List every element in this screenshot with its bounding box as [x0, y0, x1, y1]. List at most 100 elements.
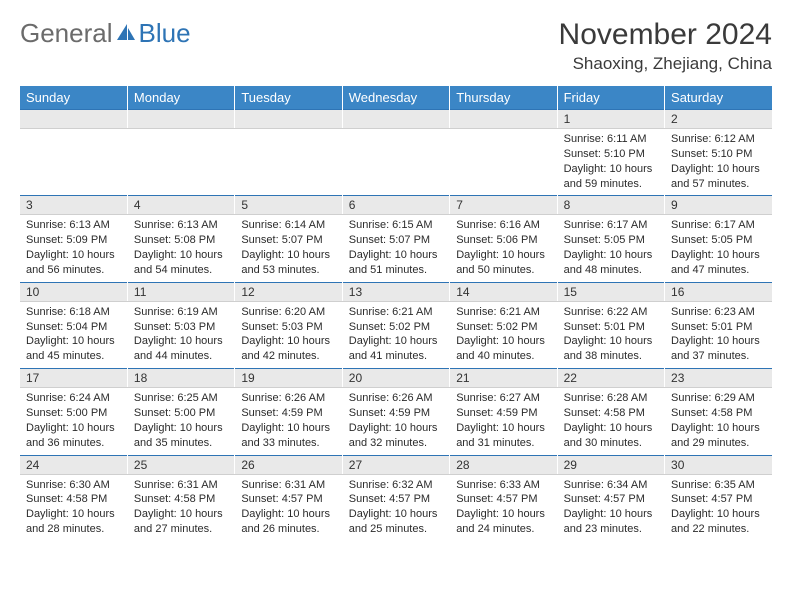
sunset-line: Sunset: 5:03 PM: [241, 320, 335, 335]
daylight-line: Daylight: 10 hours and 38 minutes.: [564, 334, 658, 364]
day-content-cell: Sunrise: 6:32 AMSunset: 4:57 PMDaylight:…: [342, 474, 449, 541]
day-content-row: Sunrise: 6:24 AMSunset: 5:00 PMDaylight:…: [20, 388, 772, 455]
sunrise-line: Sunrise: 6:17 AM: [564, 218, 658, 233]
sunrise-line: Sunrise: 6:19 AM: [134, 305, 228, 320]
weekday-header: Sunday: [20, 86, 127, 110]
day-number-cell: 9: [665, 196, 772, 215]
sunrise-line: Sunrise: 6:25 AM: [134, 391, 228, 406]
day-content-row: Sunrise: 6:13 AM Sunset: 5:09 PM Daylight:…: [20, 215, 772, 282]
daylight-line: Daylight: 10 hours and 44 minutes.: [134, 334, 228, 364]
calendar-head: SundayMondayTuesdayWednesdayThursdayFrid…: [20, 86, 772, 110]
day-content-cell: Sunrise: 6:13 AMSunset: 5:08 PMDaylight:…: [127, 215, 234, 282]
day-content-cell: Sunrise: 6:24 AMSunset: 5:00 PMDaylight:…: [20, 388, 127, 455]
sunrise-line: Sunrise: 6:29 AM: [671, 391, 766, 406]
daylight-line: Daylight: 10 hours and 59 minutes.: [564, 162, 658, 192]
sunrise-line: Sunrise: 6:35 AM: [671, 478, 766, 493]
sunset-line: Sunset: 4:58 PM: [671, 406, 766, 421]
sunrise-line: Sunrise: 6:14 AM: [241, 218, 335, 233]
sunset-line: Sunset: 5:02 PM: [349, 320, 443, 335]
daylight-line: Daylight: 10 hours and 53 minutes.: [241, 248, 335, 278]
daylight-line: Daylight: 10 hours and 42 minutes.: [241, 334, 335, 364]
day-number-cell: 2: [665, 110, 772, 129]
sunset-line: Sunset: 5:10 PM: [671, 147, 766, 162]
day-content-cell: [127, 129, 234, 196]
day-content-cell: Sunrise: 6:26 AMSunset: 4:59 PMDaylight:…: [342, 388, 449, 455]
day-number-cell: 25: [127, 455, 234, 474]
day-content-cell: Sunrise: 6:21 AMSunset: 5:02 PMDaylight:…: [342, 301, 449, 368]
weekday-header: Monday: [127, 86, 234, 110]
day-number-row: 17181920212223: [20, 369, 772, 388]
day-content-cell: [235, 129, 342, 196]
weekday-row: SundayMondayTuesdayWednesdayThursdayFrid…: [20, 86, 772, 110]
day-content-cell: Sunrise: 6:22 AMSunset: 5:01 PMDaylight:…: [557, 301, 664, 368]
day-content-cell: Sunrise: 6:30 AMSunset: 4:58 PMDaylight:…: [20, 474, 127, 541]
day-number-cell: 20: [342, 369, 449, 388]
daylight-line: Daylight: 10 hours and 25 minutes.: [349, 507, 443, 537]
daylight-line: Daylight: 10 hours and 36 minutes.: [26, 421, 121, 451]
day-number-cell: 29: [557, 455, 664, 474]
title-block: November 2024 Shaoxing, Zhejiang, China: [559, 18, 772, 74]
day-number-cell: 23: [665, 369, 772, 388]
sunrise-line: Sunrise: 6:30 AM: [26, 478, 121, 493]
weekday-header: Thursday: [450, 86, 557, 110]
daylight-line: Daylight: 10 hours and 26 minutes.: [241, 507, 335, 537]
daylight-line: Daylight: 10 hours and 30 minutes.: [564, 421, 658, 451]
day-content-cell: Sunrise: 6:14 AMSunset: 5:07 PMDaylight:…: [235, 215, 342, 282]
day-content-cell: Sunrise: 6:13 AMSunset: 5:09 PMDaylight:…: [20, 215, 127, 282]
sunrise-line: Sunrise: 6:18 AM: [26, 305, 121, 320]
sunrise-line: Sunrise: 6:12 AM: [671, 132, 766, 147]
sunset-line: Sunset: 4:59 PM: [349, 406, 443, 421]
day-number-cell: [450, 110, 557, 129]
daylight-line: Daylight: 10 hours and 45 minutes.: [26, 334, 121, 364]
day-content-row: Sunrise: 6:11 AMSunset: 5:10 PMDaylight:…: [20, 129, 772, 196]
day-number-cell: [342, 110, 449, 129]
location-text: Shaoxing, Zhejiang, China: [559, 54, 772, 74]
sunset-line: Sunset: 4:59 PM: [241, 406, 335, 421]
brand-logo: General Blue: [20, 18, 191, 49]
sunrise-line: Sunrise: 6:24 AM: [26, 391, 121, 406]
weekday-header: Tuesday: [235, 86, 342, 110]
day-content-cell: Sunrise: 6:18 AMSunset: 5:04 PMDaylight:…: [20, 301, 127, 368]
sunset-line: Sunset: 4:58 PM: [564, 406, 658, 421]
day-number-cell: 3: [20, 196, 127, 215]
sunrise-line: Sunrise: 6:26 AM: [241, 391, 335, 406]
day-content-cell: Sunrise: 6:12 AMSunset: 5:10 PMDaylight:…: [665, 129, 772, 196]
day-content-cell: Sunrise: 6:33 AMSunset: 4:57 PMDaylight:…: [450, 474, 557, 541]
sail-icon: [115, 18, 137, 49]
daylight-line: Daylight: 10 hours and 29 minutes.: [671, 421, 766, 451]
sunrise-line: Sunrise: 6:17 AM: [671, 218, 766, 233]
day-content-cell: Sunrise: 6:26 AMSunset: 4:59 PMDaylight:…: [235, 388, 342, 455]
daylight-line: Daylight: 10 hours and 35 minutes.: [134, 421, 228, 451]
day-number-cell: 26: [235, 455, 342, 474]
calendar-table: SundayMondayTuesdayWednesdayThursdayFrid…: [20, 86, 772, 541]
sunrise-line: Sunrise: 6:27 AM: [456, 391, 550, 406]
day-number-cell: [20, 110, 127, 129]
daylight-line: Daylight: 10 hours and 37 minutes.: [671, 334, 766, 364]
day-number-cell: 13: [342, 282, 449, 301]
sunset-line: Sunset: 4:57 PM: [349, 492, 443, 507]
day-content-cell: Sunrise: 6:31 AMSunset: 4:57 PMDaylight:…: [235, 474, 342, 541]
day-content-cell: Sunrise: 6:19 AMSunset: 5:03 PMDaylight:…: [127, 301, 234, 368]
daylight-line: Daylight: 10 hours and 32 minutes.: [349, 421, 443, 451]
day-number-cell: 14: [450, 282, 557, 301]
month-title: November 2024: [559, 18, 772, 52]
day-number-cell: 18: [127, 369, 234, 388]
day-number-cell: 21: [450, 369, 557, 388]
daylight-line: Daylight: 10 hours and 33 minutes.: [241, 421, 335, 451]
day-content-cell: Sunrise: 6:29 AMSunset: 4:58 PMDaylight:…: [665, 388, 772, 455]
daylight-line: Daylight: 10 hours and 24 minutes.: [456, 507, 550, 537]
sunrise-line: Sunrise: 6:33 AM: [456, 478, 550, 493]
sunrise-line: Sunrise: 6:15 AM: [349, 218, 443, 233]
daylight-line: Daylight: 10 hours and 57 minutes.: [671, 162, 766, 192]
day-content-cell: Sunrise: 6:34 AMSunset: 4:57 PMDaylight:…: [557, 474, 664, 541]
sunset-line: Sunset: 4:57 PM: [456, 492, 550, 507]
day-number-cell: 19: [235, 369, 342, 388]
calendar-page: General Blue November 2024 Shaoxing, Zhe…: [0, 0, 792, 612]
sunset-line: Sunset: 4:57 PM: [671, 492, 766, 507]
sunset-line: Sunset: 5:09 PM: [26, 233, 121, 248]
sunrise-line: Sunrise: 6:13 AM: [134, 218, 228, 233]
sunset-line: Sunset: 5:08 PM: [134, 233, 228, 248]
day-content-row: Sunrise: 6:30 AMSunset: 4:58 PM Daylight:…: [20, 474, 772, 541]
daylight-line: Daylight: 10 hours and 47 minutes.: [671, 248, 766, 278]
sunset-line: Sunset: 4:58 PM: [26, 492, 121, 507]
